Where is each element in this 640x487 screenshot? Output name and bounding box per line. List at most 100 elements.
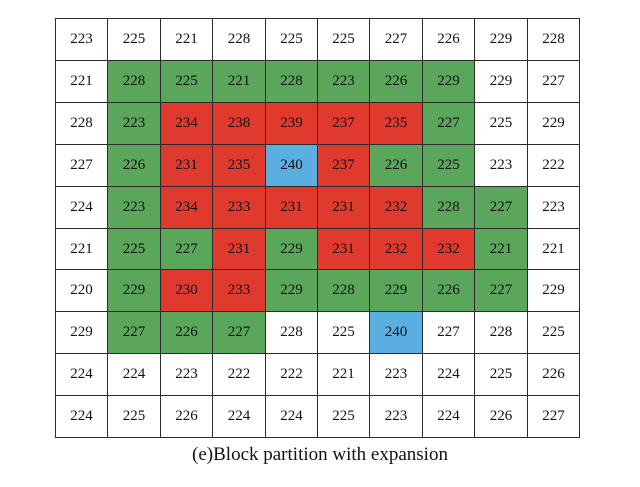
grid-cell: 225 bbox=[422, 144, 475, 187]
grid-cell: 229 bbox=[422, 60, 475, 103]
grid-cell: 226 bbox=[107, 144, 161, 187]
grid-cell: 221 bbox=[317, 353, 370, 396]
grid-cell: 229 bbox=[474, 60, 528, 103]
grid-cell: 226 bbox=[160, 395, 213, 438]
grid-cell: 222 bbox=[527, 144, 580, 187]
grid-cell: 228 bbox=[265, 311, 318, 354]
grid-cell: 221 bbox=[527, 228, 580, 270]
grid-cell: 227 bbox=[107, 311, 161, 354]
grid-cell: 229 bbox=[527, 269, 580, 312]
grid-cell: 223 bbox=[107, 186, 161, 229]
grid-cell: 223 bbox=[55, 18, 108, 61]
grid-cell: 225 bbox=[160, 60, 213, 103]
grid-cell: 233 bbox=[212, 269, 266, 312]
grid-cell: 224 bbox=[55, 395, 108, 438]
grid-cell: 231 bbox=[265, 186, 318, 229]
grid-cell: 227 bbox=[474, 186, 528, 229]
grid-cell: 222 bbox=[212, 353, 266, 396]
grid-cell: 221 bbox=[160, 18, 213, 61]
grid-cell: 220 bbox=[55, 269, 108, 312]
grid-cell: 226 bbox=[474, 395, 528, 438]
grid-cell: 227 bbox=[160, 228, 213, 270]
grid-cell: 229 bbox=[265, 228, 318, 270]
grid-cell: 228 bbox=[55, 102, 108, 145]
grid-cell: 224 bbox=[55, 353, 108, 396]
grid-cell: 226 bbox=[369, 60, 423, 103]
grid-cell: 239 bbox=[265, 102, 318, 145]
grid-cell: 235 bbox=[212, 144, 266, 187]
figure-caption: (e)Block partition with expansion bbox=[192, 444, 448, 465]
grid-cell: 224 bbox=[265, 395, 318, 438]
grid-cell: 228 bbox=[474, 311, 528, 354]
grid-cell: 229 bbox=[55, 311, 108, 354]
grid-cell: 231 bbox=[317, 228, 370, 270]
grid-cell: 234 bbox=[160, 102, 213, 145]
grid-cell: 224 bbox=[107, 353, 161, 396]
grid-cell: 225 bbox=[107, 395, 161, 438]
grid-cell: 221 bbox=[55, 60, 108, 103]
grid-cell: 229 bbox=[107, 269, 161, 312]
grid-cell: 231 bbox=[160, 144, 213, 187]
grid-cell: 229 bbox=[369, 269, 423, 312]
grid-cell: 240 bbox=[369, 311, 423, 354]
grid-cell: 231 bbox=[212, 228, 266, 270]
grid-cell: 226 bbox=[527, 353, 580, 396]
grid-cell: 225 bbox=[107, 18, 161, 61]
grid-cell: 225 bbox=[265, 18, 318, 61]
grid-cell: 232 bbox=[369, 186, 423, 229]
grid-cell: 232 bbox=[369, 228, 423, 270]
grid-cell: 229 bbox=[265, 269, 318, 312]
grid-cell: 227 bbox=[212, 311, 266, 354]
grid-cell: 227 bbox=[474, 269, 528, 312]
grid-cell: 223 bbox=[369, 395, 423, 438]
grid-cell: 222 bbox=[265, 353, 318, 396]
grid-cell: 223 bbox=[474, 144, 528, 187]
grid-cell: 226 bbox=[369, 144, 423, 187]
pixel-grid: 223 225 221 228 225 225 227 226 229 228 221 228 225 2… bbox=[55, 18, 580, 438]
grid-cell: 233 bbox=[212, 186, 266, 229]
grid-cell: 225 bbox=[474, 102, 528, 145]
grid-cell: 227 bbox=[422, 102, 475, 145]
grid-cell: 231 bbox=[317, 186, 370, 229]
grid-cell: 235 bbox=[369, 102, 423, 145]
grid-cell: 228 bbox=[212, 18, 266, 61]
grid-cell: 228 bbox=[265, 60, 318, 103]
grid-cell: 226 bbox=[422, 269, 475, 312]
grid-cell: 227 bbox=[527, 60, 580, 103]
grid-cell: 227 bbox=[55, 144, 108, 187]
grid-cell: 224 bbox=[55, 186, 108, 229]
grid-cell: 229 bbox=[527, 102, 580, 145]
grid-cell: 230 bbox=[160, 269, 213, 312]
grid-cell: 225 bbox=[317, 311, 370, 354]
grid-cell: 221 bbox=[55, 228, 108, 270]
grid-cell: 227 bbox=[422, 311, 475, 354]
grid-cell: 232 bbox=[422, 228, 475, 270]
grid-cell: 228 bbox=[107, 60, 161, 103]
grid-cell: 228 bbox=[527, 18, 580, 61]
grid-cell: 227 bbox=[527, 395, 580, 438]
grid-cell: 227 bbox=[369, 18, 423, 61]
grid-cell: 238 bbox=[212, 102, 266, 145]
grid-cell: 229 bbox=[474, 18, 528, 61]
grid-cell: 221 bbox=[212, 60, 266, 103]
grid-cell: 228 bbox=[422, 186, 475, 229]
grid-cell: 228 bbox=[317, 269, 370, 312]
grid-cell: 240 bbox=[265, 144, 318, 187]
grid-cell: 223 bbox=[369, 353, 423, 396]
grid-cell: 223 bbox=[527, 186, 580, 229]
grid-cell: 234 bbox=[160, 186, 213, 229]
grid-cell: 237 bbox=[317, 102, 370, 145]
grid-cell: 237 bbox=[317, 144, 370, 187]
grid-cell: 223 bbox=[160, 353, 213, 396]
grid-cell: 225 bbox=[474, 353, 528, 396]
grid-cell: 223 bbox=[317, 60, 370, 103]
grid-cell: 225 bbox=[107, 228, 161, 270]
grid-cell: 224 bbox=[422, 395, 475, 438]
grid-cell: 223 bbox=[107, 102, 161, 145]
grid-cell: 226 bbox=[160, 311, 213, 354]
grid-cell: 225 bbox=[317, 18, 370, 61]
grid-cell: 221 bbox=[474, 228, 528, 270]
grid-cell: 226 bbox=[422, 18, 475, 61]
grid-cell: 224 bbox=[212, 395, 266, 438]
grid-cell: 224 bbox=[422, 353, 475, 396]
